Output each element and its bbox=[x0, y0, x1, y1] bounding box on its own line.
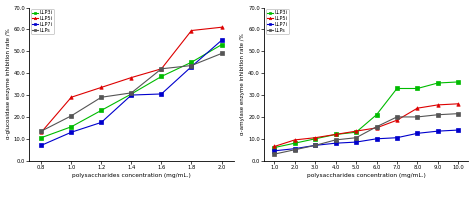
LLP5i bbox=[219, 26, 224, 28]
LLP3i bbox=[99, 109, 104, 112]
Line: LLP5i: LLP5i bbox=[39, 26, 223, 134]
LLP7i bbox=[333, 142, 338, 144]
Line: LLP3i: LLP3i bbox=[39, 43, 223, 139]
X-axis label: polysaccharides concentration (mg/mL.): polysaccharides concentration (mg/mL.) bbox=[307, 173, 426, 178]
LLPs bbox=[312, 144, 318, 147]
LLP7i bbox=[415, 132, 420, 135]
LLP5i bbox=[292, 139, 298, 141]
LLP3i bbox=[272, 146, 277, 149]
Line: LLP7i: LLP7i bbox=[273, 128, 460, 153]
LLP3i bbox=[415, 87, 420, 90]
LLPs bbox=[159, 68, 164, 70]
LLP7i bbox=[99, 121, 104, 124]
LLPs bbox=[374, 125, 379, 128]
LLP7i bbox=[189, 65, 194, 68]
LLP5i bbox=[333, 133, 338, 136]
LLP7i bbox=[159, 93, 164, 95]
LLP3i bbox=[435, 82, 441, 84]
LLP5i bbox=[312, 137, 318, 139]
LLP7i bbox=[219, 39, 224, 42]
LLPs bbox=[353, 137, 359, 139]
LLP5i bbox=[353, 130, 359, 132]
LLPs bbox=[333, 139, 338, 141]
LLP5i bbox=[415, 107, 420, 109]
Line: LLP7i: LLP7i bbox=[39, 39, 223, 147]
Y-axis label: α-amylase enzyme inhibition rate /%: α-amylase enzyme inhibition rate /% bbox=[240, 33, 246, 135]
LLP3i bbox=[456, 81, 461, 83]
Line: LLP5i: LLP5i bbox=[273, 102, 460, 148]
LLP7i bbox=[272, 150, 277, 152]
LLP5i bbox=[128, 76, 134, 79]
LLP3i bbox=[374, 114, 379, 116]
Legend: LLP3i, LLP5i, LLP7i, LLPs: LLP3i, LLP5i, LLP7i, LLPs bbox=[31, 9, 54, 34]
Line: LLPs: LLPs bbox=[39, 52, 223, 133]
LLPs bbox=[219, 52, 224, 55]
LLPs bbox=[394, 116, 400, 118]
LLP5i bbox=[394, 119, 400, 122]
LLP3i bbox=[312, 138, 318, 140]
LLP5i bbox=[435, 104, 441, 106]
LLPs bbox=[189, 64, 194, 67]
LLP3i bbox=[159, 75, 164, 78]
LLP7i bbox=[292, 147, 298, 150]
LLP7i bbox=[394, 137, 400, 139]
LLP7i bbox=[38, 144, 44, 147]
LLP3i bbox=[353, 131, 359, 133]
X-axis label: polysaccharides concentration (mg/mL.): polysaccharides concentration (mg/mL.) bbox=[72, 173, 191, 178]
LLP5i bbox=[272, 145, 277, 148]
LLP5i bbox=[68, 96, 74, 98]
LLP5i bbox=[189, 29, 194, 32]
LLP7i bbox=[435, 130, 441, 132]
LLPs bbox=[128, 92, 134, 94]
LLP5i bbox=[99, 86, 104, 89]
LLP3i bbox=[128, 93, 134, 95]
LLP7i bbox=[68, 131, 74, 133]
LLP5i bbox=[374, 127, 379, 129]
Y-axis label: α-glucosidase enzyme inhibition rate /%: α-glucosidase enzyme inhibition rate /% bbox=[6, 29, 10, 139]
LLPs bbox=[272, 153, 277, 155]
LLP7i bbox=[312, 144, 318, 147]
LLP7i bbox=[456, 129, 461, 131]
LLP3i bbox=[38, 137, 44, 139]
LLPs bbox=[99, 96, 104, 98]
LLP3i bbox=[68, 125, 74, 128]
LLP3i bbox=[292, 142, 298, 144]
LLPs bbox=[435, 114, 441, 116]
LLPs bbox=[415, 116, 420, 118]
LLP5i bbox=[38, 131, 44, 133]
LLPs bbox=[38, 130, 44, 132]
LLPs bbox=[456, 112, 461, 115]
LLP7i bbox=[128, 94, 134, 96]
LLP3i bbox=[189, 61, 194, 63]
LLP5i bbox=[159, 68, 164, 70]
LLPs bbox=[68, 115, 74, 117]
Line: LLPs: LLPs bbox=[273, 112, 460, 156]
LLP7i bbox=[353, 141, 359, 143]
LLP5i bbox=[456, 103, 461, 105]
LLP3i bbox=[219, 43, 224, 46]
Line: LLP3i: LLP3i bbox=[273, 80, 460, 149]
LLP3i bbox=[394, 87, 400, 90]
LLP7i bbox=[374, 138, 379, 140]
Legend: LLP3i, LLP5i, LLP7i, LLPs: LLP3i, LLP5i, LLP7i, LLPs bbox=[265, 9, 289, 34]
LLP3i bbox=[333, 133, 338, 136]
LLPs bbox=[292, 149, 298, 151]
